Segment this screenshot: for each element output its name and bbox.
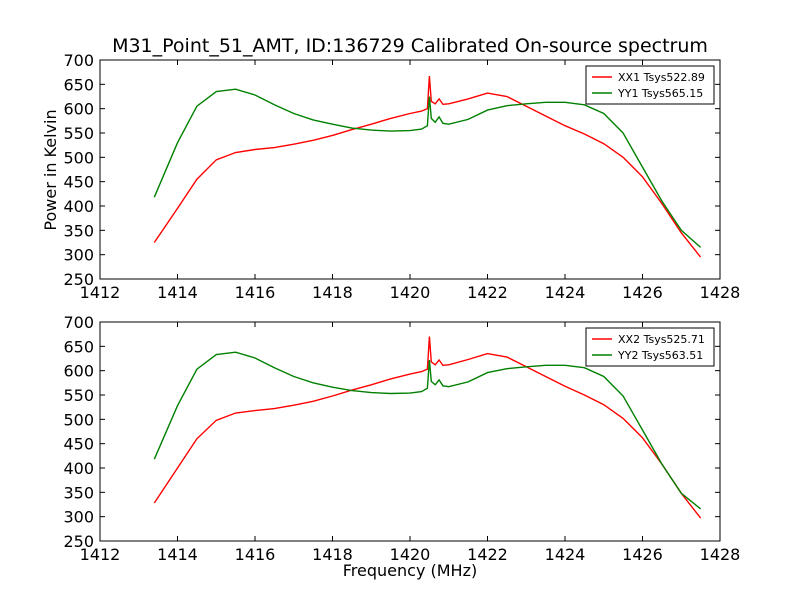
x-tick-label: 1418 xyxy=(312,283,353,302)
chart-panel-2: 1412 1414 1416 1418 1420 1422 1424 1426 1428 250 3… xyxy=(63,313,740,564)
x-tick-label: 1412 xyxy=(80,545,121,564)
x-tick-label: 1412 xyxy=(80,283,121,302)
y-tick-label: 650 xyxy=(63,337,94,356)
y-axis-label: Power in Kelvin xyxy=(41,109,60,230)
y-tick-label: 550 xyxy=(63,386,94,405)
y-tick-label: 400 xyxy=(63,197,94,216)
series-line-2-1 xyxy=(153,336,702,519)
y-tick-label: 250 xyxy=(63,270,94,289)
x-tick-label: 1424 xyxy=(545,283,586,302)
x-tick-label: 1424 xyxy=(545,545,586,564)
x-tick-label: 1416 xyxy=(235,545,276,564)
x-tick-label: 1414 xyxy=(157,283,198,302)
x-tick-label: 1428 xyxy=(700,283,741,302)
y-tick-label: 450 xyxy=(63,435,94,454)
x-tick-label: 1422 xyxy=(467,545,508,564)
y-tick-label: 550 xyxy=(63,124,94,143)
x-tick-label: 1422 xyxy=(467,283,508,302)
y-tick-label: 400 xyxy=(63,459,94,478)
x-tick-label: 1416 xyxy=(235,283,276,302)
figure-title: M31_Point_51_AMT, ID:136729 Calibrated O… xyxy=(112,35,708,57)
series-line-1-2 xyxy=(153,88,702,248)
x-tick-label: 1428 xyxy=(700,545,741,564)
y-tick-label: 700 xyxy=(63,51,94,70)
x-axis-label: Frequency (MHz) xyxy=(343,561,477,580)
chart-panels: 1412 1414 1416 1418 1420 1422 1424 1426 1428 250 3… xyxy=(63,51,740,564)
x-tick-label: 1418 xyxy=(312,545,353,564)
legend-label: XX1 Tsys522.89 xyxy=(618,71,705,84)
legend: XX2 Tsys525.71 YY2 Tsys563.51 xyxy=(585,327,715,367)
y-tick-label: 500 xyxy=(63,410,94,429)
x-tick-label: 1426 xyxy=(622,283,663,302)
y-tick-label: 700 xyxy=(63,313,94,332)
legend-box xyxy=(585,327,715,367)
x-tick-label: 1414 xyxy=(157,545,198,564)
series-line-1-1 xyxy=(153,76,702,258)
y-tick-label: 600 xyxy=(63,362,94,381)
y-tick-label: 250 xyxy=(63,532,94,551)
legend-box xyxy=(585,65,715,105)
y-tick-label: 350 xyxy=(63,221,94,240)
y-tick-label: 500 xyxy=(63,148,94,167)
y-tick-label: 300 xyxy=(63,246,94,265)
legend-label: XX2 Tsys525.71 xyxy=(618,333,705,346)
x-tick-label: 1420 xyxy=(390,283,431,302)
x-tick-label: 1426 xyxy=(622,545,663,564)
y-tick-label: 600 xyxy=(63,100,94,119)
legend-label: YY1 Tsys565.15 xyxy=(617,87,703,100)
y-tick-label: 300 xyxy=(63,508,94,527)
y-tick-label: 350 xyxy=(63,483,94,502)
chart-panel-1: 1412 1414 1416 1418 1420 1422 1424 1426 1428 250 3… xyxy=(63,51,740,302)
y-tick-label: 450 xyxy=(63,173,94,192)
series-line-2-2 xyxy=(153,351,702,510)
x-tick-label: 1420 xyxy=(390,545,431,564)
y-tick-label: 650 xyxy=(63,75,94,94)
legend: XX1 Tsys522.89 YY1 Tsys565.15 xyxy=(585,65,715,105)
legend-label: YY2 Tsys563.51 xyxy=(617,349,703,362)
